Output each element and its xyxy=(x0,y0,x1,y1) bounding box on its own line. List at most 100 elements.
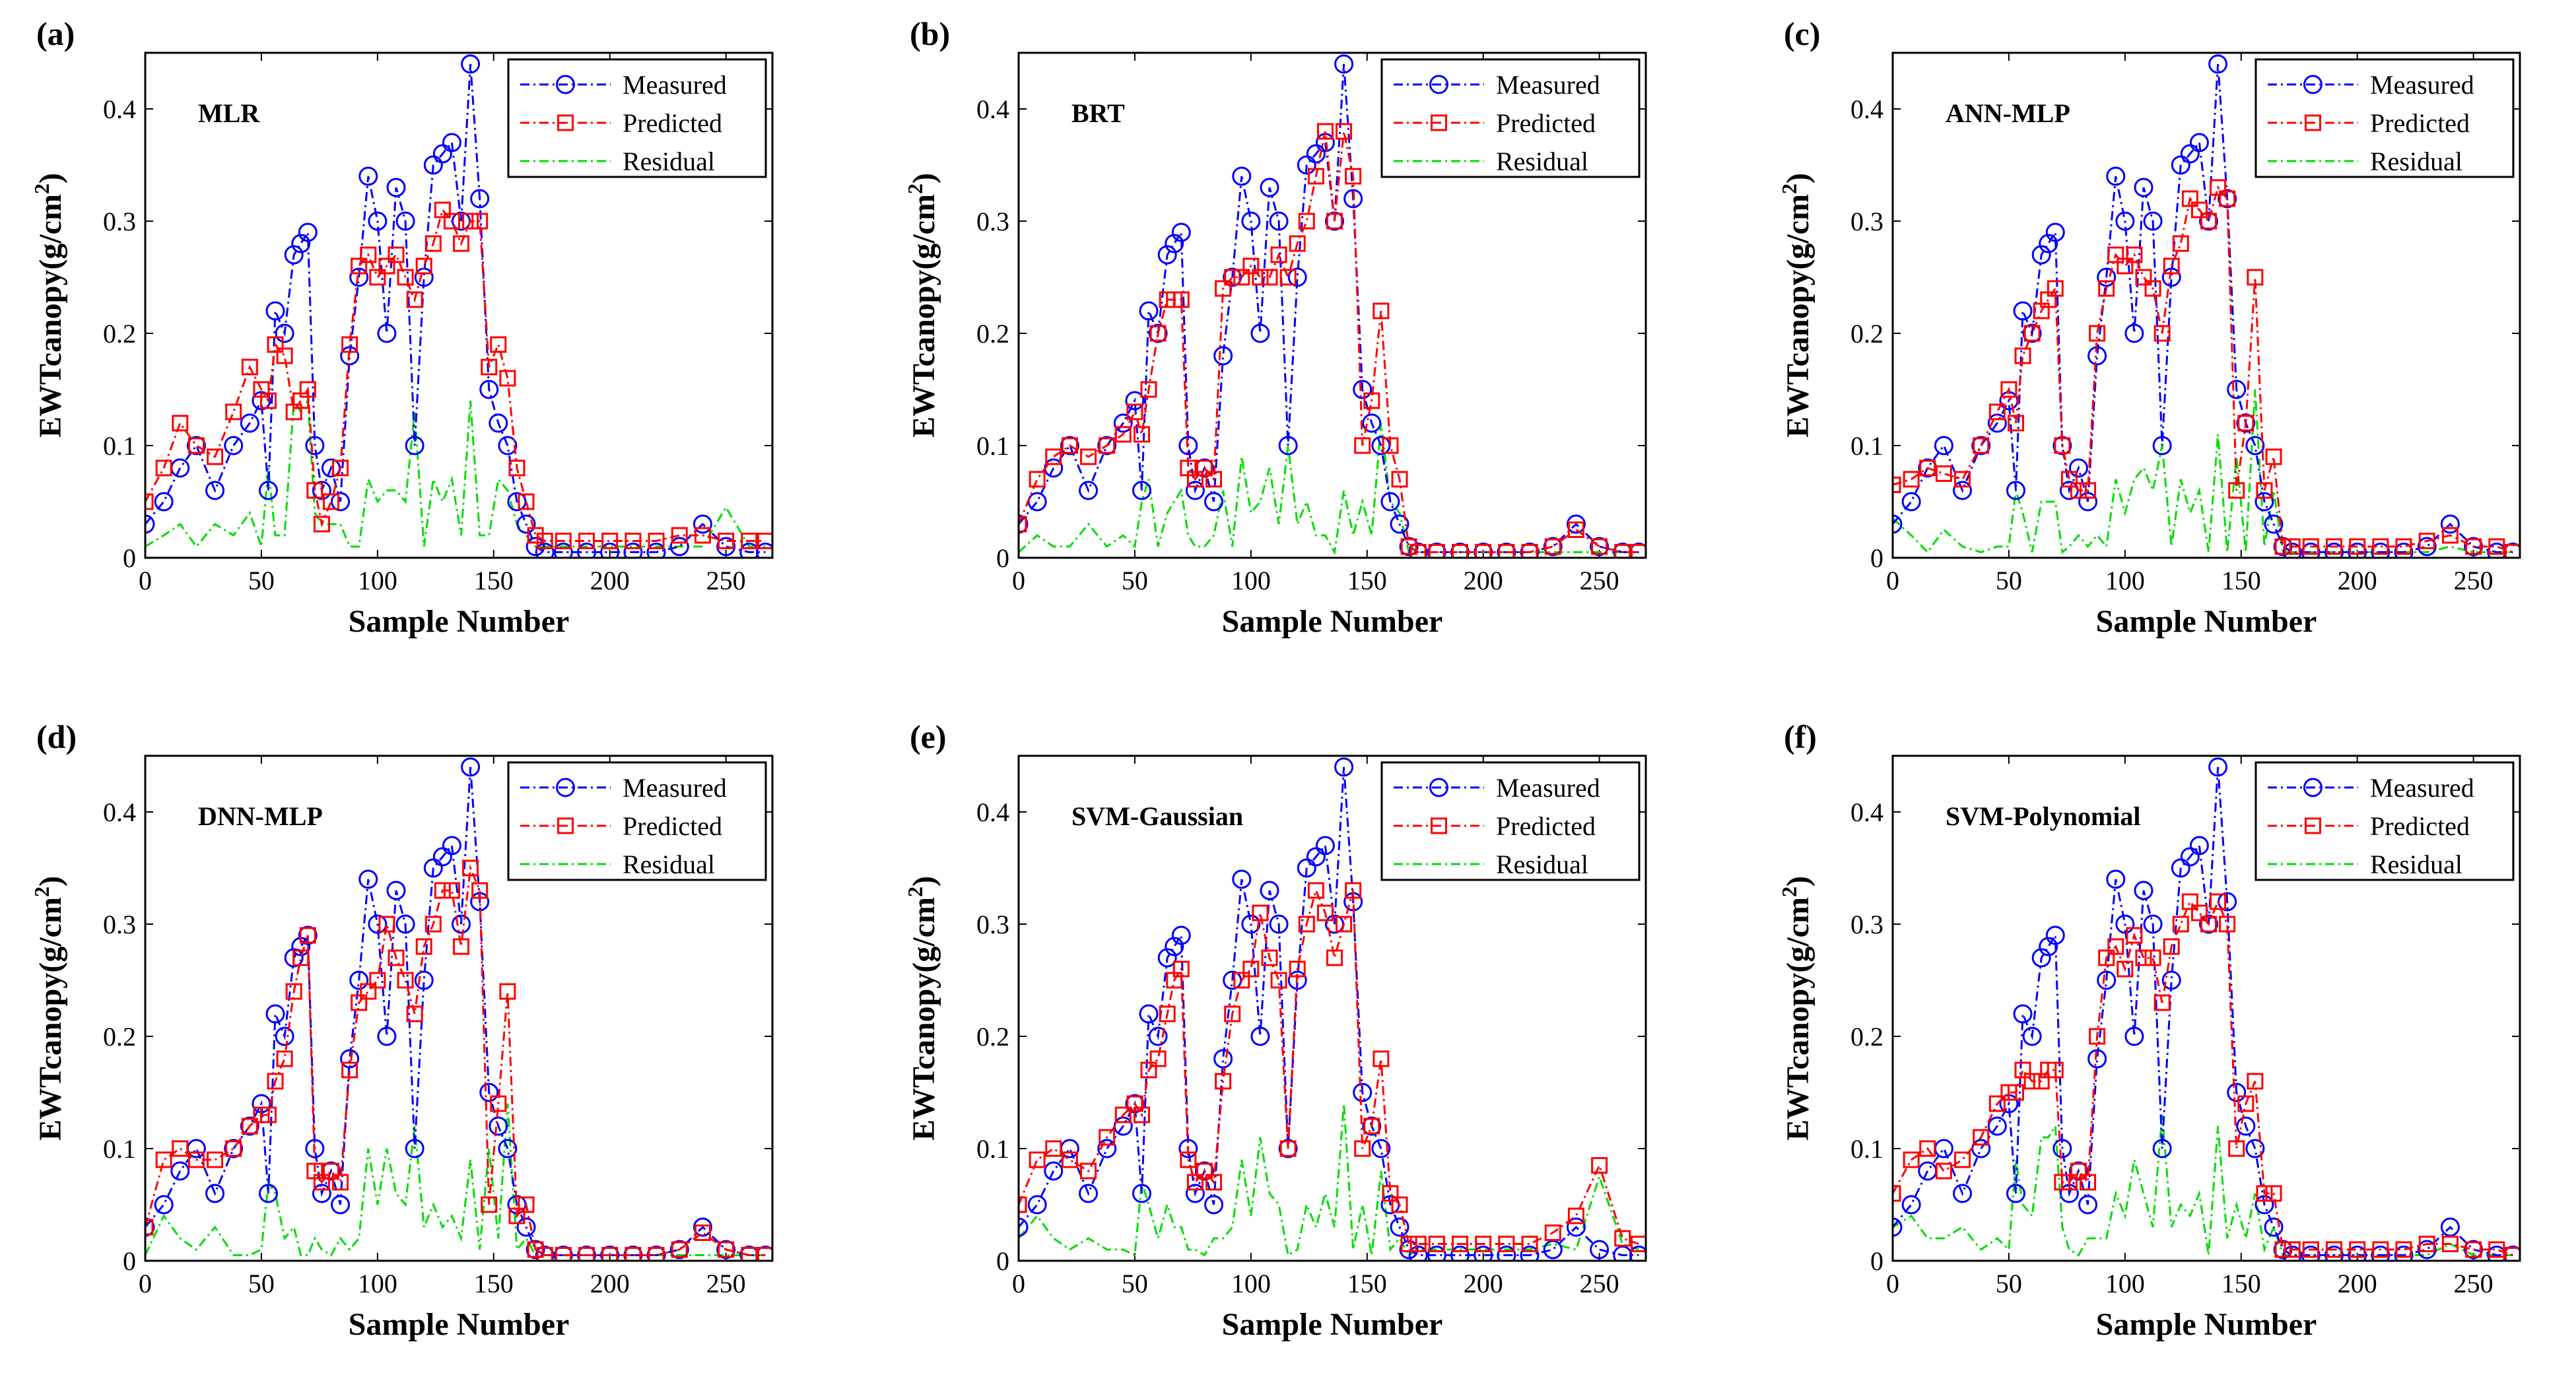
measured-point xyxy=(1306,847,1326,867)
measured-point xyxy=(205,1184,225,1203)
x-tick-label: 150 xyxy=(1347,566,1387,595)
predicted-point xyxy=(1630,544,1646,558)
predicted-point xyxy=(2070,482,2087,499)
panel-mlr: (a) MLR 0 50 100 150 200 250 0 0.1 0.2 0.3 0.4 Sample… xyxy=(30,15,774,639)
predicted-point xyxy=(499,983,516,1000)
predicted-point xyxy=(1935,465,1952,482)
legend-label: Residual xyxy=(1496,850,1588,879)
measured-point xyxy=(1204,492,1224,512)
predicted-point xyxy=(2256,1185,2273,1202)
y-tick-label: 0.4 xyxy=(976,94,1009,124)
measured-point xyxy=(1019,1217,1029,1237)
measured-point xyxy=(1297,155,1316,175)
legend-label: Measured xyxy=(1496,773,1600,803)
legend: Measured Predicted Residual xyxy=(1380,761,1641,881)
predicted-point xyxy=(306,482,323,499)
predicted-point xyxy=(2210,179,2227,196)
predicted-point xyxy=(1215,1073,1232,1090)
y-axis-label: EWTcanopy(g/cm2) xyxy=(903,173,941,438)
measured-line xyxy=(1893,63,2513,553)
predicted-point xyxy=(2504,544,2520,558)
measured-point xyxy=(2039,937,2058,956)
predicted-point xyxy=(471,882,489,899)
measured-point xyxy=(358,166,378,186)
predicted-point xyxy=(1307,882,1324,899)
predicted-point xyxy=(2190,904,2208,921)
measured-point xyxy=(2115,211,2135,231)
measured-point xyxy=(470,189,490,209)
measured-point xyxy=(1148,323,1168,343)
predicted-point xyxy=(536,1247,553,1261)
predicted-point xyxy=(2274,1241,2291,1258)
predicted-point xyxy=(1498,1236,1515,1252)
predicted-point xyxy=(2349,1241,2366,1258)
measured-point xyxy=(1334,54,1354,74)
measured-point xyxy=(1269,914,1289,934)
x-tick-label: 150 xyxy=(2221,1269,2261,1298)
predicted-point xyxy=(1133,426,1150,443)
predicted-point xyxy=(1354,1140,1371,1157)
predicted-point xyxy=(241,358,258,376)
predicted-point xyxy=(671,527,688,544)
predicted-point xyxy=(1061,437,1078,454)
legend-label: Predicted xyxy=(2370,108,2470,138)
x-tick-label: 150 xyxy=(474,1269,514,1298)
legend-entry-predicted: Predicted xyxy=(2268,108,2470,138)
measured-point xyxy=(1408,1246,1428,1261)
predicted-point xyxy=(1428,544,1445,558)
model-name-label: BRT xyxy=(1071,98,1125,128)
predicted-point xyxy=(1591,1157,1608,1174)
predicted-point xyxy=(299,927,316,944)
predicted-point xyxy=(2504,1247,2520,1261)
predicted-point xyxy=(453,938,470,955)
panel-label: (d) xyxy=(36,718,77,755)
predicted-point xyxy=(1591,538,1608,555)
model-name-label: ANN-MLP xyxy=(1946,98,2070,128)
measured-point xyxy=(145,1217,155,1237)
measured-point xyxy=(405,436,424,455)
measured-point xyxy=(2218,892,2237,912)
predicted-point xyxy=(406,1005,423,1022)
series-residual xyxy=(145,1103,766,1257)
predicted-point xyxy=(145,493,154,510)
y-tick-label: 0.3 xyxy=(976,207,1009,236)
measured-point xyxy=(154,492,174,512)
predicted-point xyxy=(1114,1106,1132,1123)
residual-line xyxy=(145,1103,766,1257)
legend-entry-residual: Residual xyxy=(520,850,715,879)
predicted-point xyxy=(1172,291,1190,308)
measured-point xyxy=(170,1161,190,1181)
predicted-point xyxy=(2228,1140,2245,1157)
measured-point xyxy=(2068,1161,2088,1181)
measured-point xyxy=(2013,301,2033,321)
predicted-point xyxy=(1172,960,1190,978)
measured-point xyxy=(2417,537,2437,556)
measured-point xyxy=(1362,1116,1382,1136)
panel-label: (f) xyxy=(1784,718,1817,755)
measured-point xyxy=(516,1217,536,1237)
legend-label: Predicted xyxy=(1496,108,1596,138)
measured-point xyxy=(2245,1139,2265,1158)
measured-point xyxy=(2189,133,2209,152)
measured-point xyxy=(516,514,536,534)
predicted-point xyxy=(1215,280,1232,297)
predicted-point xyxy=(481,358,498,376)
predicted-point xyxy=(1180,1151,1197,1168)
predicted-point xyxy=(1973,1129,1990,1146)
panel-brt: (b) BRT 0 50 100 150 200 250 0 0.1 0.2 0.3 0.4 Sample… xyxy=(903,15,1647,639)
y-tick-label: 0.2 xyxy=(976,319,1009,349)
predicted-point xyxy=(2014,1061,2031,1079)
measured-point xyxy=(312,481,331,500)
legend: Measured Predicted Residual xyxy=(2254,58,2515,178)
measured-point xyxy=(2301,543,2321,558)
measured-point xyxy=(2440,514,2460,534)
measured-point xyxy=(2264,1217,2284,1237)
legend-label: Residual xyxy=(1496,147,1588,176)
measured-point xyxy=(2006,481,2025,500)
series-predicted xyxy=(1893,893,2520,1261)
measured-point xyxy=(2171,858,2190,878)
measured-point xyxy=(1362,413,1382,433)
predicted-point xyxy=(388,949,405,966)
model-name-label: SVM-Gaussian xyxy=(1071,801,1243,831)
measured-point xyxy=(553,543,573,558)
